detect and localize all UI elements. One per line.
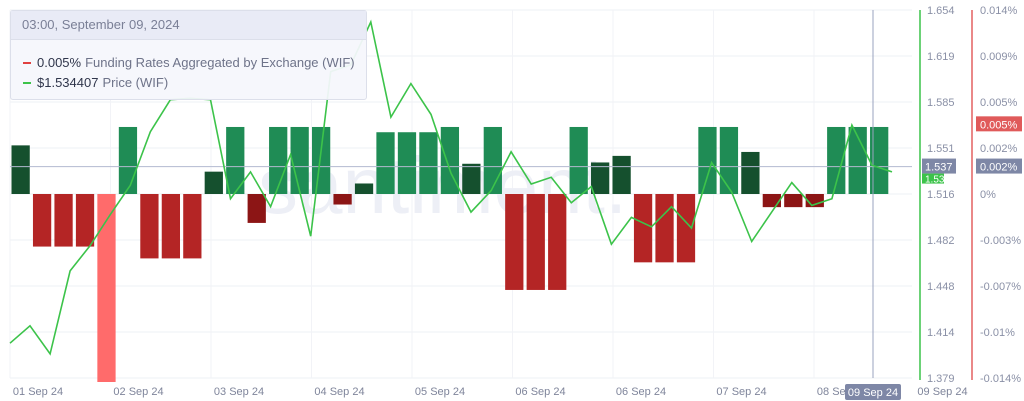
funding-tick-label: 0.009%: [980, 51, 1018, 63]
price-crosshair-badge: [922, 158, 956, 174]
x-tick-label: 06 Sep 24: [515, 386, 565, 398]
tooltip-funding-value: 0.005%: [37, 55, 82, 70]
funding-bar: [633, 194, 653, 263]
funding-bar: [247, 194, 266, 223]
x-tick-label: 03 Sep 24: [214, 386, 264, 398]
funding-bar: [269, 126, 288, 194]
funding-tick-label: -0.007%: [980, 281, 1021, 293]
funding-tick-label: 0%: [980, 189, 996, 201]
tooltip-funding-row: 0.005% Funding Rates Aggregated by Exchan…: [23, 55, 355, 70]
tooltip-funding-label: Funding Rates Aggregated by Exchange (WI…: [85, 55, 355, 70]
funding-bar: [54, 194, 73, 247]
funding-tick-label: -0.014%: [980, 373, 1021, 385]
funding-bar: [719, 126, 739, 194]
funding-bar: [97, 194, 116, 382]
price-current-badge: [922, 173, 944, 184]
funding-bar: [483, 126, 502, 194]
price-legend-icon: [23, 81, 31, 84]
funding-bar: [226, 126, 245, 194]
price-tick-label: 1.619: [927, 51, 955, 63]
x-tick-label: 09 Sep 24: [917, 386, 967, 398]
funding-bar: [569, 126, 588, 194]
tooltip-price-label: Price (WIF): [102, 75, 169, 90]
funding-bar: [290, 126, 309, 194]
funding-bar: [676, 194, 696, 263]
funding-bar: [140, 194, 159, 259]
price-current-label: 1.53: [925, 175, 945, 186]
funding-bar: [440, 126, 460, 194]
funding-bar: [655, 194, 674, 263]
price-tick-label: 1.414: [927, 327, 955, 339]
x-tick-label: 07 Sep 24: [716, 386, 766, 398]
x-tick-label: 04 Sep 24: [314, 386, 364, 398]
funding-bar: [397, 132, 417, 194]
funding-tick-label: -0.01%: [980, 327, 1015, 339]
funding-bar: [118, 126, 138, 194]
funding-bar: [591, 162, 610, 194]
funding-bar: [11, 145, 30, 194]
funding-bar: [161, 194, 181, 259]
funding-bar: [827, 126, 846, 194]
price-tick-label: 1.551: [927, 143, 955, 155]
funding-bar: [32, 194, 52, 247]
tooltip-price-row: $1.534407 Price (WIF): [23, 75, 168, 90]
price-tick-label: 1.654: [927, 5, 955, 17]
funding-bar: [376, 132, 395, 194]
funding-legend-icon: [23, 61, 31, 64]
funding-tick-label: 0.002%: [980, 143, 1018, 155]
funding-bar: [548, 194, 567, 290]
price-tick-label: 1.482: [927, 235, 955, 247]
funding-crosshair-badge: [976, 158, 1022, 174]
funding-bar: [870, 126, 889, 194]
price-tick-label: 1.516: [927, 189, 955, 201]
funding-bar: [741, 151, 760, 194]
funding-bar: [698, 126, 717, 194]
funding-tick-label: 0.014%: [980, 5, 1018, 17]
funding-bar: [204, 171, 223, 194]
funding-bar: [612, 155, 631, 194]
axes: 1.654 1.619 1.585 1.551 1.516 1.482 1.448 1.414…: [13, 5, 1022, 400]
funding-tick-label: 0.005%: [980, 97, 1018, 109]
funding-tick-label: -0.003%: [980, 235, 1021, 247]
x-tick-label: 06 Sep 24: [616, 386, 666, 398]
tooltip-price-value: $1.534407: [37, 75, 99, 90]
funding-bar: [419, 132, 438, 194]
funding-bars: [11, 126, 889, 382]
x-tick-label: 02 Sep 24: [113, 386, 163, 398]
price-tick-label: 1.585: [927, 97, 955, 109]
funding-bar: [75, 194, 95, 247]
x-crosshair-badge: [845, 384, 901, 400]
x-crosshair-label: 09 Sep 24: [848, 387, 898, 399]
crosshair: [10, 10, 912, 378]
funding-bar: [462, 163, 481, 194]
funding-bar: [311, 126, 331, 194]
price-crosshair-label: 1.537: [925, 162, 953, 174]
funding-value-badge: [976, 116, 1022, 132]
x-tick-label: 01 Sep 24: [13, 386, 63, 398]
funding-bar: [526, 194, 545, 290]
tooltip: 03:00, September 09, 2024 0.005% Funding …: [10, 10, 367, 100]
funding-bar: [848, 126, 867, 194]
funding-value-label: 0.005%: [980, 119, 1018, 131]
price-tick-label: 1.379: [927, 373, 955, 385]
funding-bar: [183, 194, 202, 259]
funding-bar: [354, 183, 374, 194]
funding-bar: [784, 194, 803, 208]
funding-bar: [505, 194, 524, 290]
funding-crosshair-label: 0.002%: [980, 162, 1018, 174]
funding-bar: [762, 194, 781, 208]
funding-bar: [333, 194, 352, 205]
price-tick-label: 1.448: [927, 281, 955, 293]
tooltip-datetime: 03:00, September 09, 2024: [11, 11, 366, 40]
x-tick-label: 05 Sep 24: [415, 386, 465, 398]
price-line: [9, 19, 893, 356]
